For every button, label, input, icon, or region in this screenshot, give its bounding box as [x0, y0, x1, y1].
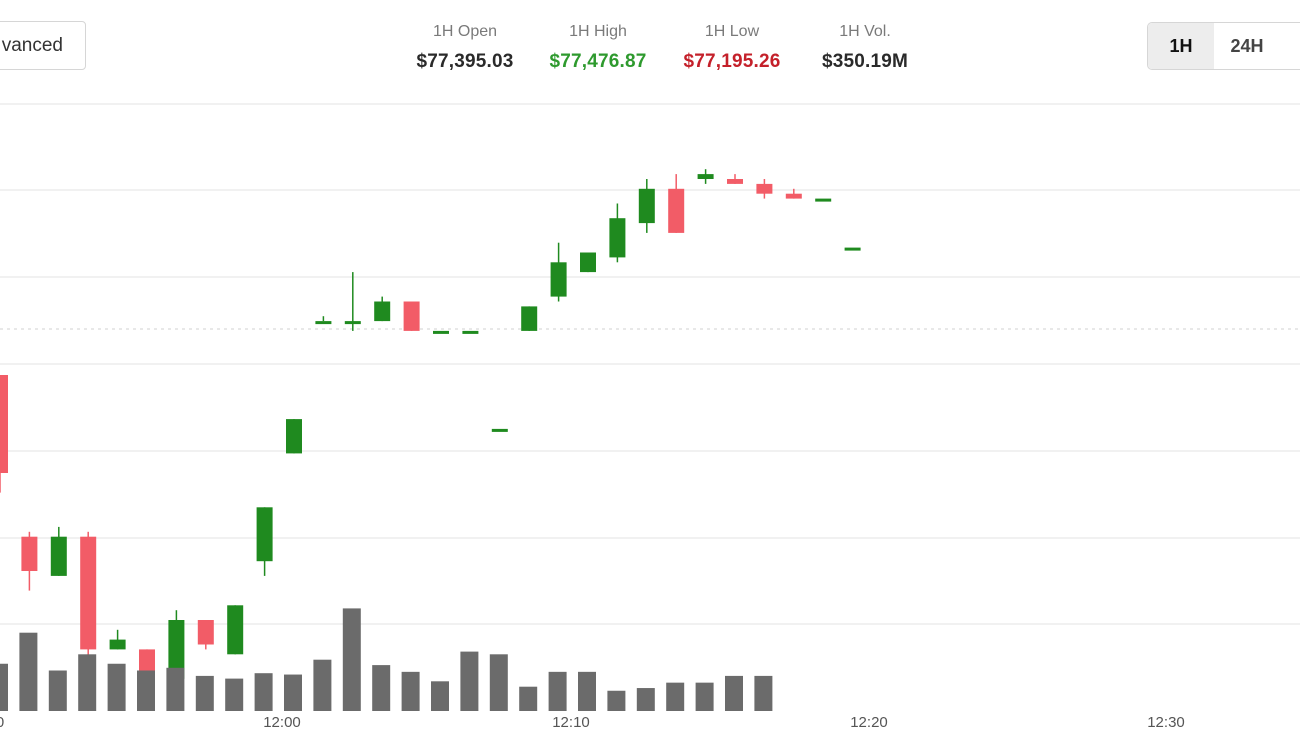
candle-body — [462, 330, 479, 334]
stat-open: 1H Open $77,395.03 — [395, 22, 535, 73]
candle-body — [609, 218, 626, 258]
volume-bar — [666, 682, 685, 711]
range-1h-button[interactable]: 1H — [1148, 23, 1214, 69]
candle-body — [697, 174, 714, 179]
volume-bar — [636, 688, 655, 711]
stat-open-label: 1H Open — [432, 23, 498, 40]
candle-body — [50, 536, 67, 576]
candle-body — [668, 188, 685, 233]
x-tick-label: 12:30 — [1147, 714, 1185, 731]
x-tick-label: 12:20 — [850, 714, 888, 731]
volume-bar — [166, 667, 185, 711]
x-tick-label: 12:00 — [263, 714, 301, 731]
volume-bar — [225, 678, 244, 711]
stat-volume: 1H Vol. $350.19M — [795, 22, 935, 73]
advanced-button[interactable]: vanced — [0, 21, 86, 70]
candle-body — [227, 605, 244, 655]
advanced-button-label: vanced — [1, 34, 63, 56]
candle-body — [315, 321, 332, 325]
volume-bar — [695, 682, 714, 711]
candle-body — [256, 507, 273, 562]
volume-bar — [725, 675, 743, 711]
stat-high: 1H High $77,476.87 — [528, 22, 668, 73]
volume-bar — [431, 681, 449, 711]
volume-bar — [460, 651, 479, 711]
volume-bar — [548, 671, 567, 711]
volume-bar — [19, 632, 38, 711]
candle-body — [286, 419, 302, 454]
candle-body — [638, 188, 655, 224]
volume-bar — [284, 674, 302, 711]
candle-body — [491, 428, 508, 432]
time-range-toggle: 1H 24H 7 — [1147, 22, 1300, 70]
stat-low-value: $77,195.26 — [683, 51, 781, 72]
candle-body — [80, 536, 97, 650]
candle-body — [139, 649, 155, 674]
candle-body — [550, 262, 567, 297]
volume-bar — [372, 665, 391, 711]
candle-body — [756, 183, 773, 194]
volume-bar — [578, 671, 596, 711]
candle-body — [109, 639, 126, 650]
volume-bar — [0, 663, 8, 711]
volume-bar — [137, 670, 155, 711]
range-24h-button[interactable]: 24H — [1230, 35, 1264, 56]
candle-body — [815, 198, 832, 202]
candle-body — [344, 321, 361, 325]
candle-body — [433, 330, 449, 334]
candle-body — [785, 193, 802, 199]
candle-body — [0, 375, 8, 473]
x-tick-label: 12:10 — [552, 714, 590, 731]
stat-low: 1H Low $77,195.26 — [662, 22, 802, 73]
volume-bar — [607, 690, 626, 711]
volume-bar — [107, 663, 126, 711]
volume-bar — [401, 671, 420, 711]
volume-bar — [313, 659, 332, 711]
stat-open-value: $77,395.03 — [416, 51, 514, 72]
stat-volume-label: 1H Vol. — [839, 23, 891, 40]
hour-stats: 1H Open $77,395.03 1H High $77,476.87 1H… — [0, 22, 1300, 82]
volume-bar — [489, 654, 508, 711]
volume-bar — [754, 675, 773, 711]
candle-body — [403, 301, 420, 331]
volume-bar — [342, 608, 361, 711]
stat-volume-value: $350.19M — [821, 51, 909, 72]
stat-low-label: 1H Low — [704, 23, 760, 40]
candle-body — [197, 620, 214, 645]
volume-bar — [78, 654, 97, 711]
volume-bar — [254, 673, 273, 711]
volume-bar — [195, 675, 214, 711]
candle-body — [580, 252, 596, 273]
candle-body — [21, 536, 38, 571]
candle-body — [521, 306, 538, 331]
candle-body — [374, 301, 391, 322]
volume-bar — [519, 686, 538, 711]
stat-high-label: 1H High — [569, 23, 627, 40]
candle-body — [844, 247, 861, 251]
stat-high-value: $77,476.87 — [549, 51, 647, 72]
candle-body — [727, 179, 743, 184]
volume-bar — [48, 670, 67, 711]
candle-body — [168, 620, 185, 679]
x-tick-label: 0 — [0, 714, 4, 731]
